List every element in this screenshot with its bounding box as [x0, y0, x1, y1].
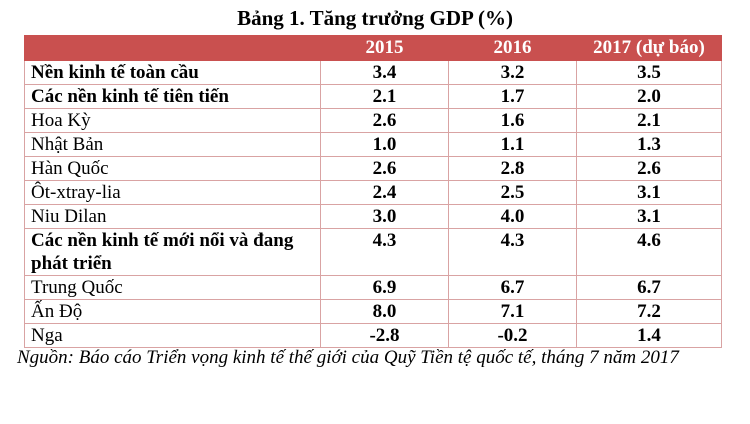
row-label: Các nền kinh tế mới nổi và đang phát tri… — [24, 228, 321, 276]
value-cell: 2.6 — [320, 156, 449, 181]
value-cell: 4.3 — [448, 228, 577, 276]
value-cell: -0.2 — [448, 323, 577, 348]
value-cell: 8.0 — [320, 299, 449, 324]
row-label: Niu Dilan — [24, 204, 321, 229]
row-label: Hàn Quốc — [24, 156, 321, 181]
table-row: Các nền kinh tế tiên tiến 2.1 1.7 2.0 — [24, 84, 722, 109]
value-cell: 4.6 — [576, 228, 722, 276]
value-cell: 3.2 — [448, 60, 577, 85]
row-label: Ôt-xtray-lia — [24, 180, 321, 205]
value-cell: 1.4 — [576, 323, 722, 348]
row-label: Hoa Kỳ — [24, 108, 321, 133]
table-row: Niu Dilan 3.0 4.0 3.1 — [24, 204, 722, 229]
row-label: Nền kinh tế toàn cầu — [24, 60, 321, 85]
table-row: Trung Quốc 6.9 6.7 6.7 — [24, 275, 722, 300]
value-cell: 2.8 — [448, 156, 577, 181]
row-label: Các nền kinh tế tiên tiến — [24, 84, 321, 109]
table-row: Nền kinh tế toàn cầu 3.4 3.2 3.5 — [24, 60, 722, 85]
value-cell: 2.1 — [320, 84, 449, 109]
value-cell: 4.3 — [320, 228, 449, 276]
row-label: Nhật Bản — [24, 132, 321, 157]
gdp-growth-table: 2015 2016 2017 (dự báo) Nền kinh tế toàn… — [24, 35, 722, 348]
value-cell: 4.0 — [448, 204, 577, 229]
value-cell: 6.7 — [576, 275, 722, 300]
value-cell: -2.8 — [320, 323, 449, 348]
value-cell: 1.6 — [448, 108, 577, 133]
value-cell: 2.1 — [576, 108, 722, 133]
row-label: Ấn Độ — [24, 299, 321, 324]
table-row: Ấn Độ 8.0 7.1 7.2 — [24, 299, 722, 324]
value-cell: 1.1 — [448, 132, 577, 157]
table-row: Nga -2.8 -0.2 1.4 — [24, 323, 722, 348]
value-cell: 3.1 — [576, 204, 722, 229]
value-cell: 2.5 — [448, 180, 577, 205]
value-cell: 3.0 — [320, 204, 449, 229]
header-cell-2017: 2017 (dự báo) — [576, 35, 722, 61]
value-cell: 6.9 — [320, 275, 449, 300]
source-note: Nguồn: Báo cáo Triển vọng kinh tế thế gi… — [17, 347, 679, 368]
table-row: Các nền kinh tế mới nổi và đang phát tri… — [24, 228, 722, 276]
value-cell: 1.3 — [576, 132, 722, 157]
value-cell: 2.4 — [320, 180, 449, 205]
value-cell: 7.2 — [576, 299, 722, 324]
value-cell: 2.6 — [320, 108, 449, 133]
value-cell: 1.7 — [448, 84, 577, 109]
value-cell: 7.1 — [448, 299, 577, 324]
value-cell: 2.6 — [576, 156, 722, 181]
header-cell-2016: 2016 — [448, 35, 577, 61]
table-row: Hoa Kỳ 2.6 1.6 2.1 — [24, 108, 722, 133]
table-row: Ôt-xtray-lia 2.4 2.5 3.1 — [24, 180, 722, 205]
value-cell: 6.7 — [448, 275, 577, 300]
header-cell-2015: 2015 — [320, 35, 449, 61]
value-cell: 3.4 — [320, 60, 449, 85]
value-cell: 2.0 — [576, 84, 722, 109]
value-cell: 3.1 — [576, 180, 722, 205]
row-label: Nga — [24, 323, 321, 348]
table-header-row: 2015 2016 2017 (dự báo) — [24, 35, 722, 61]
value-cell: 1.0 — [320, 132, 449, 157]
table-title: Bảng 1. Tăng trưởng GDP (%) — [237, 6, 513, 30]
row-label: Trung Quốc — [24, 275, 321, 300]
table-row: Nhật Bản 1.0 1.1 1.3 — [24, 132, 722, 157]
value-cell: 3.5 — [576, 60, 722, 85]
table-row: Hàn Quốc 2.6 2.8 2.6 — [24, 156, 722, 181]
header-cell-label — [24, 35, 321, 61]
